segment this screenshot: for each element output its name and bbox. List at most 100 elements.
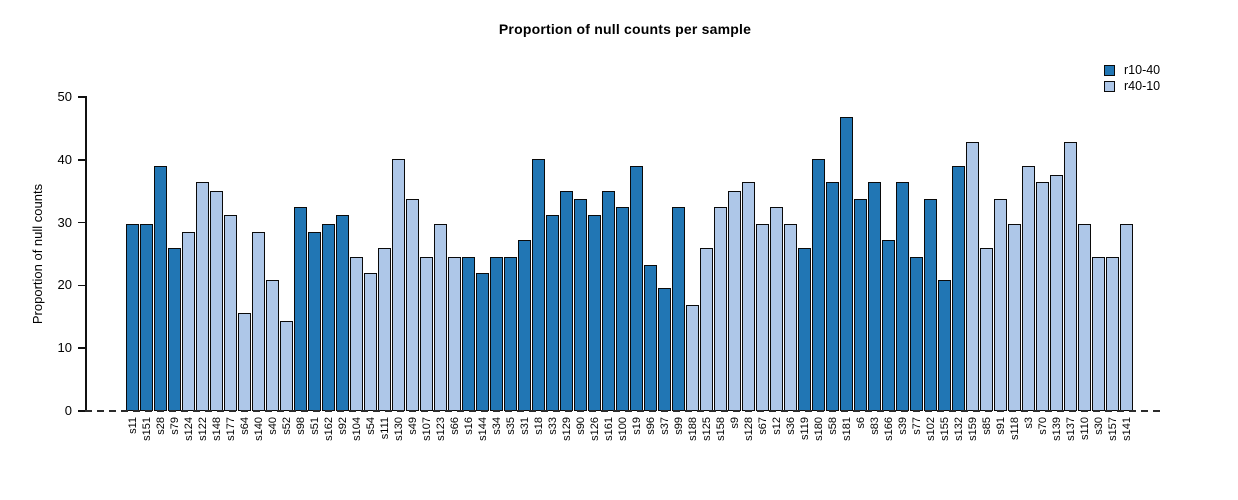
bar-s157 bbox=[1106, 257, 1119, 411]
x-tick-label-s161: s161 bbox=[602, 417, 615, 441]
y-tick-label-50: 50 bbox=[57, 89, 72, 104]
bar-s16 bbox=[462, 257, 475, 411]
x-tick-label-s49: s49 bbox=[406, 417, 419, 435]
bar-s90 bbox=[574, 199, 587, 411]
x-tick-label-s31: s31 bbox=[518, 417, 531, 435]
bar-s118 bbox=[1008, 223, 1021, 411]
bar-s166 bbox=[882, 239, 895, 411]
plot-area bbox=[85, 97, 1165, 411]
bar-s162 bbox=[322, 223, 335, 411]
legend-item-r10-40: r10-40 bbox=[1104, 62, 1160, 78]
x-tick-label-s34: s34 bbox=[490, 417, 503, 435]
x-tick-label-s35: s35 bbox=[504, 417, 517, 435]
x-tick-label-s188: s188 bbox=[686, 417, 699, 441]
y-axis-title: Proportion of null counts bbox=[30, 183, 45, 325]
bar-s104 bbox=[350, 257, 363, 411]
x-tick-label-s64: s64 bbox=[238, 417, 251, 435]
y-tick-mark-10 bbox=[78, 347, 85, 349]
legend-item-r40-10: r40-10 bbox=[1104, 78, 1160, 94]
x-tick-label-s30: s30 bbox=[1092, 417, 1105, 435]
x-tick-label-s158: s158 bbox=[714, 417, 727, 441]
y-tick-label-30: 30 bbox=[57, 214, 72, 230]
x-tick-label-s107: s107 bbox=[420, 417, 433, 441]
x-tick-label-s83: s83 bbox=[868, 417, 881, 435]
x-tick-label-s52: s52 bbox=[280, 417, 293, 435]
x-tick-label-s79: s79 bbox=[168, 417, 181, 435]
x-tick-label-s16: s16 bbox=[462, 417, 475, 435]
x-tick-label-s148: s148 bbox=[210, 417, 223, 441]
bar-s144 bbox=[476, 272, 489, 411]
bar-s148 bbox=[210, 191, 223, 411]
x-tick-label-s180: s180 bbox=[812, 417, 825, 441]
bar-s11 bbox=[126, 223, 139, 411]
x-tick-label-s125: s125 bbox=[700, 417, 713, 441]
bar-s51 bbox=[308, 232, 321, 411]
x-tick-label-s66: s66 bbox=[448, 417, 461, 435]
x-tick-label-s77: s77 bbox=[910, 417, 923, 435]
bar-s52 bbox=[280, 321, 293, 411]
bar-s122 bbox=[196, 182, 209, 411]
bar-s128 bbox=[742, 182, 755, 411]
bar-s126 bbox=[588, 215, 601, 411]
x-tick-label-s37: s37 bbox=[658, 417, 671, 435]
y-tick-mark-20 bbox=[78, 284, 85, 287]
bar-s9 bbox=[728, 191, 741, 411]
x-tick-label-s141: s141 bbox=[1120, 417, 1133, 441]
x-tick-label-s155: s155 bbox=[938, 417, 951, 441]
x-tick-label-s118: s118 bbox=[1008, 417, 1021, 441]
bar-s102 bbox=[924, 199, 937, 411]
bar-s6 bbox=[854, 199, 867, 411]
zero-baseline-dashed bbox=[85, 410, 1164, 412]
bar-s96 bbox=[644, 264, 657, 411]
x-tick-label-s92: s92 bbox=[336, 417, 349, 435]
y-tick-label-40: 40 bbox=[57, 151, 72, 167]
x-tick-label-s18: s18 bbox=[532, 417, 545, 435]
x-tick-label-s144: s144 bbox=[476, 417, 489, 441]
bar-s37 bbox=[658, 287, 671, 411]
x-tick-label-s129: s129 bbox=[560, 417, 573, 441]
bar-s140 bbox=[252, 232, 265, 411]
bar-s35 bbox=[504, 257, 517, 411]
bar-s141 bbox=[1120, 223, 1133, 411]
x-tick-label-s126: s126 bbox=[588, 417, 601, 441]
x-tick-label-s85: s85 bbox=[980, 417, 993, 435]
bar-s124 bbox=[182, 232, 195, 411]
bar-s110 bbox=[1078, 223, 1091, 411]
bar-s91 bbox=[994, 199, 1007, 411]
bar-s180 bbox=[812, 158, 825, 411]
legend: r10-40 r40-10 bbox=[1104, 62, 1160, 94]
bar-s67 bbox=[756, 223, 769, 411]
bar-s58 bbox=[826, 182, 839, 411]
x-tick-label-s51: s51 bbox=[308, 417, 321, 435]
bar-s125 bbox=[700, 247, 713, 411]
x-tick-label-s39: s39 bbox=[896, 417, 909, 435]
x-tick-label-s40: s40 bbox=[266, 417, 279, 435]
x-tick-label-s11: s11 bbox=[126, 417, 139, 434]
bar-s70 bbox=[1036, 182, 1049, 411]
y-tick-mark-30 bbox=[78, 221, 85, 224]
bar-s158 bbox=[714, 206, 727, 411]
legend-label: r10-40 bbox=[1124, 63, 1161, 77]
x-tick-label-s33: s33 bbox=[546, 417, 559, 435]
bar-s85 bbox=[980, 247, 993, 411]
x-tick-label-s19: s19 bbox=[630, 417, 643, 435]
bar-s151 bbox=[140, 223, 153, 411]
bar-s98 bbox=[294, 206, 307, 411]
bar-s177 bbox=[224, 215, 237, 411]
x-axis-labels: s11 s151 s28 s79 s124 s122 s148 s177 s64 s140 s40 s… bbox=[85, 417, 1165, 487]
bar-s79 bbox=[168, 248, 181, 411]
x-tick-label-s110: s110 bbox=[1078, 417, 1091, 441]
x-tick-label-s104: s104 bbox=[350, 417, 363, 441]
x-tick-label-s99: s99 bbox=[672, 417, 685, 435]
x-tick-label-s159: s159 bbox=[966, 417, 979, 441]
x-tick-label-s54: s54 bbox=[364, 417, 377, 435]
bar-s129 bbox=[560, 191, 573, 411]
bar-s83 bbox=[868, 182, 881, 411]
x-tick-label-s98: s98 bbox=[294, 417, 307, 435]
bar-s181 bbox=[840, 117, 853, 411]
x-tick-label-s111: s111 bbox=[378, 417, 391, 440]
x-tick-label-s90: s90 bbox=[574, 417, 587, 435]
x-tick-label-s177: s177 bbox=[224, 417, 237, 441]
x-tick-label-s12: s12 bbox=[770, 417, 783, 435]
